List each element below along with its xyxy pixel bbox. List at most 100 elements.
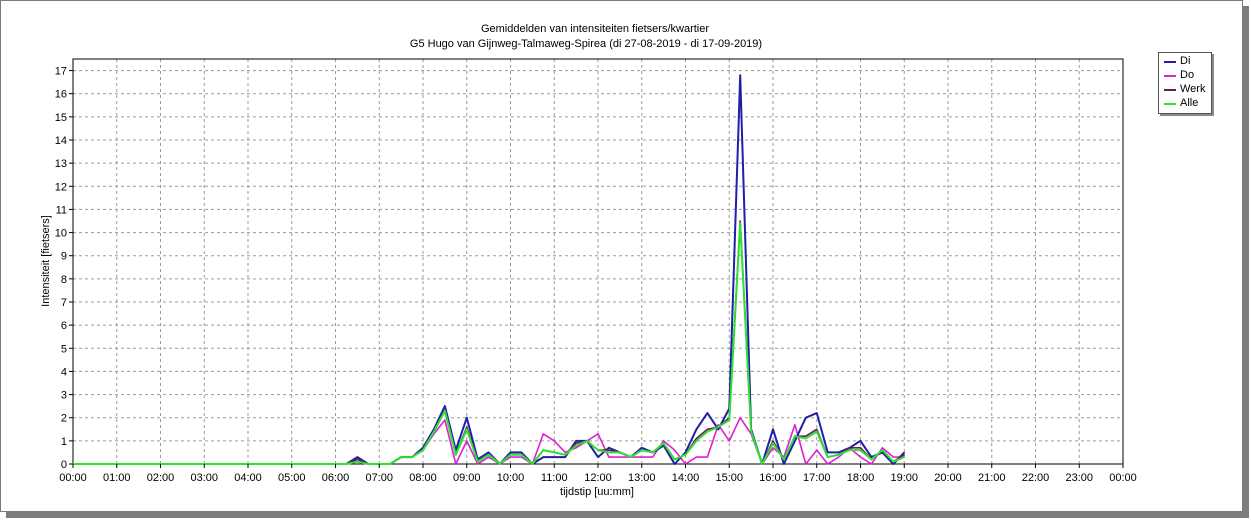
y-tick-label: 6 (61, 320, 67, 332)
data-point-do (859, 456, 862, 458)
data-point-alle (564, 454, 566, 456)
data-point-do (772, 447, 774, 449)
data-point-di (892, 463, 894, 465)
data-point-di (816, 412, 818, 414)
y-tick-label: 11 (56, 204, 67, 216)
x-tick-label: 20:00 (934, 472, 962, 484)
data-point-do (444, 419, 446, 421)
y-tick-label: 7 (61, 297, 67, 309)
x-tick-label: 00:00 (59, 472, 87, 484)
data-point-alle (608, 451, 610, 454)
data-point-alle (498, 463, 501, 465)
data-point-alle (794, 435, 796, 437)
data-point-do (717, 424, 719, 426)
data-point-do (805, 463, 807, 465)
data-point-alle (903, 456, 905, 458)
data-point-werk (608, 449, 610, 451)
chart-title: Gemiddelden van intensiteiten fietsers/k… (481, 23, 709, 35)
data-point-alle (520, 454, 523, 456)
data-point-do (466, 440, 468, 442)
x-tick-label: 12:00 (584, 472, 612, 484)
data-point-werk (903, 454, 905, 456)
data-point-werk (706, 428, 708, 430)
series-line-alle (73, 222, 905, 465)
data-point-werk (739, 220, 741, 222)
y-tick-label: 4 (61, 366, 67, 378)
chart-subtitle: G5 Hugo van Gijnweg-Talmaweg-Spirea (di … (410, 38, 762, 50)
data-point-werk (466, 426, 468, 428)
data-point-alle (673, 458, 676, 460)
data-point-di (772, 428, 774, 430)
data-point-do (509, 456, 512, 458)
data-point-alle (761, 463, 763, 465)
legend-swatch (1164, 61, 1176, 63)
legend-label: Werk (1180, 83, 1206, 95)
data-point-werk (575, 442, 577, 444)
data-point-alle (356, 461, 358, 463)
x-tick-label: 23:00 (1065, 472, 1093, 484)
grid-lines (73, 59, 1123, 464)
data-point-di (717, 428, 719, 430)
data-point-di (838, 451, 840, 454)
data-point-do (838, 456, 840, 458)
data-point-di (805, 417, 807, 419)
data-point-alle (728, 419, 730, 421)
data-point-di (859, 440, 862, 442)
data-point-alle (772, 442, 774, 444)
legend-swatch (1164, 103, 1176, 105)
y-tick-label: 9 (61, 251, 67, 263)
data-point-alle (805, 437, 807, 440)
data-point-alle (466, 428, 468, 430)
data-point-alle (848, 449, 851, 451)
data-point-di (903, 451, 905, 454)
y-tick-label: 0 (61, 459, 67, 471)
data-point-werk (356, 458, 358, 460)
data-point-alle (586, 440, 588, 442)
data-point-werk (816, 428, 818, 430)
x-tick-label: 15:00 (715, 472, 743, 484)
data-point-di (783, 463, 785, 465)
x-tick-label: 17:00 (803, 472, 831, 484)
x-tick-label: 06:00 (322, 472, 350, 484)
data-point-alle (739, 222, 741, 224)
data-point-do (870, 463, 873, 465)
x-tick-label: 08:00 (409, 472, 437, 484)
x-axis-ticks: 00:00 01:00 02:00 03:00 04:00 05:00 06:00 07:00… (59, 464, 1137, 484)
data-point-do (542, 433, 544, 435)
data-point-werk (772, 440, 774, 442)
data-point-do (455, 463, 457, 465)
data-point-di (488, 451, 490, 454)
data-point-do (739, 417, 741, 419)
data-point-alle (345, 463, 348, 465)
data-point-di (444, 405, 446, 407)
data-point-di (553, 456, 555, 458)
y-tick-label: 13 (55, 158, 67, 170)
data-point-di (706, 412, 708, 414)
data-point-di (597, 456, 599, 458)
data-point-alle (575, 444, 577, 447)
x-tick-label: 14:00 (672, 472, 700, 484)
data-point-do (794, 424, 796, 426)
y-tick-label: 16 (55, 89, 67, 101)
x-tick-label: 00:00 (1109, 472, 1137, 484)
legend-swatch (1164, 75, 1176, 77)
legend-label: Alle (1180, 97, 1199, 109)
data-point-alle (455, 454, 457, 456)
y-tick-label: 12 (55, 181, 67, 193)
x-tick-label: 07:00 (365, 472, 393, 484)
data-point-di (542, 456, 544, 458)
data-point-di (673, 463, 676, 465)
y-tick-label: 1 (61, 436, 67, 448)
data-point-do (663, 440, 665, 442)
x-tick-label: 16:00 (759, 472, 787, 484)
data-point-alle (433, 431, 435, 433)
series-line-di (73, 74, 906, 465)
data-point-do (608, 456, 610, 458)
data-point-alle (630, 456, 632, 458)
data-point-alle (684, 454, 687, 456)
data-point-alle (816, 431, 818, 433)
data-point-alle (663, 442, 665, 444)
data-point-werk (848, 447, 851, 449)
y-tick-label: 17 (55, 66, 67, 78)
